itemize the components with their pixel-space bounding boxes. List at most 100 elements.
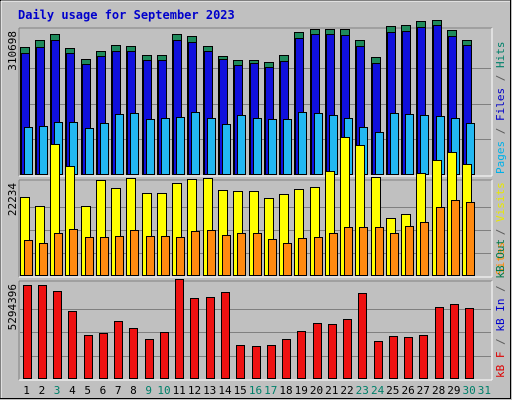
visits-bar-sites [207, 230, 216, 276]
traffic-bar-kb-f [358, 293, 367, 379]
x-tick-label: 21 [325, 384, 338, 397]
x-tick-label: 23 [356, 384, 369, 397]
traffic-bar-kb-f [99, 333, 108, 379]
traffic-bar-kb-f [160, 332, 169, 379]
traffic-bar-kb-f [404, 337, 413, 379]
hits-bar-pages [207, 118, 216, 175]
x-tick-label: 25 [386, 384, 399, 397]
legend-entry: Pages [494, 141, 507, 174]
visits-bar-sites [466, 202, 475, 276]
visits-bar-sites [314, 237, 323, 276]
x-tick-label: 20 [310, 384, 323, 397]
visits-bar-sites [39, 243, 48, 276]
traffic-bar-kb-f [267, 345, 276, 379]
y-max-label: 5294396 [6, 284, 19, 330]
visits-bar-sites [390, 233, 399, 276]
x-tick-label: 31 [478, 384, 491, 397]
traffic-bar-kb-f [252, 346, 261, 379]
y-max-label: 310698 [6, 31, 19, 71]
traffic-bar-kb-f [145, 339, 154, 379]
visits-bar-sites [191, 231, 200, 276]
visits-bar-sites [100, 237, 109, 276]
x-tick-label: 7 [115, 384, 122, 397]
x-tick-label: 26 [401, 384, 414, 397]
traffic-bar-kb-f [297, 331, 306, 379]
hits-bar-pages [115, 114, 124, 175]
traffic-bar-kb-f [374, 341, 383, 379]
hits-bar-pages [420, 115, 429, 175]
hits-bar-pages [146, 119, 155, 175]
x-tick-label: 10 [157, 384, 170, 397]
traffic-bar-kb-f [328, 324, 337, 379]
visits-bar-sites [359, 227, 368, 276]
hits-legend: Pages / Files / Hits [494, 42, 507, 175]
hits-panel: 310698 Pages / Files / Hits [6, 20, 507, 177]
hits-bar-pages [253, 118, 262, 175]
visits-bar-sites [344, 227, 353, 276]
x-tick-label: 19 [295, 384, 308, 397]
x-tick-label: 24 [371, 384, 385, 397]
hits-bar-pages [314, 113, 323, 175]
legend-entry: / [494, 68, 507, 88]
traffic-bar-kb-f [129, 328, 138, 379]
hits-bar-pages [222, 124, 231, 175]
visits-bar-sites [176, 237, 185, 276]
x-tick-label: 17 [264, 384, 277, 397]
visits-bar-sites [54, 233, 63, 276]
x-tick-label: 12 [188, 384, 201, 397]
x-tick-label: 9 [145, 384, 152, 397]
visits-bar-sites [420, 222, 429, 276]
y-max-label: 22234 [6, 183, 19, 216]
hits-bar-pages [237, 115, 246, 175]
hits-bar-pages [390, 113, 399, 175]
visits-bar-sites [329, 233, 338, 276]
legend-entry: kB Out [494, 239, 507, 279]
visits-legend: Sites / Visits [494, 182, 507, 275]
hits-bar-pages [191, 112, 200, 175]
visits-bar-sites [283, 243, 292, 276]
x-tick-label: 2 [39, 384, 46, 397]
x-tick-label: 15 [234, 384, 247, 397]
visits-panel: 22234 Sites / Visits [6, 137, 507, 278]
x-tick-label: 3 [54, 384, 61, 397]
visits-bar-sites [253, 233, 262, 276]
visits-bar-sites [237, 233, 246, 276]
traffic-panel: 5294396 kB F / kB In / kB Out [6, 239, 507, 381]
visits-bar-sites [375, 227, 384, 276]
visits-bar-sites [451, 200, 460, 276]
x-tick-label: 5 [84, 384, 91, 397]
hits-bar-pages [85, 128, 94, 175]
traffic-bar-kb-f [190, 298, 199, 379]
visits-bar-sites [146, 236, 155, 276]
legend-entry: Hits [494, 42, 507, 69]
visits-bar-sites [298, 238, 307, 276]
traffic-bar-kb-f [435, 307, 444, 379]
traffic-bar-kb-f [389, 336, 398, 379]
visits-bar-sites [85, 237, 94, 276]
traffic-legend: kB F / kB In / kB Out [494, 239, 507, 378]
traffic-bar-kb-f [221, 292, 230, 379]
legend-entry: / [494, 332, 507, 352]
x-tick-label: 16 [249, 384, 262, 397]
x-tick-label: 27 [417, 384, 430, 397]
legend-entry: Sites [494, 242, 507, 275]
visits-bar-sites [222, 235, 231, 276]
visits-bar-sites [115, 236, 124, 276]
visits-bar-sites [405, 226, 414, 276]
hits-bar-pages [161, 118, 170, 175]
hits-bar-pages [268, 119, 277, 175]
hits-bar-pages [100, 123, 109, 175]
x-tick-label: 28 [432, 384, 445, 397]
visits-bar-sites [436, 207, 445, 276]
legend-entry: kB F [494, 352, 507, 379]
x-tick-label: 4 [69, 384, 76, 397]
traffic-bar-kb-f [343, 319, 352, 379]
x-tick-label: 13 [203, 384, 216, 397]
traffic-bar-kb-f [419, 335, 428, 379]
traffic-bar-kb-f [38, 285, 47, 379]
x-tick-label: 11 [173, 384, 186, 397]
hits-bar-pages [329, 115, 338, 175]
hits-bar-pages [283, 119, 292, 175]
